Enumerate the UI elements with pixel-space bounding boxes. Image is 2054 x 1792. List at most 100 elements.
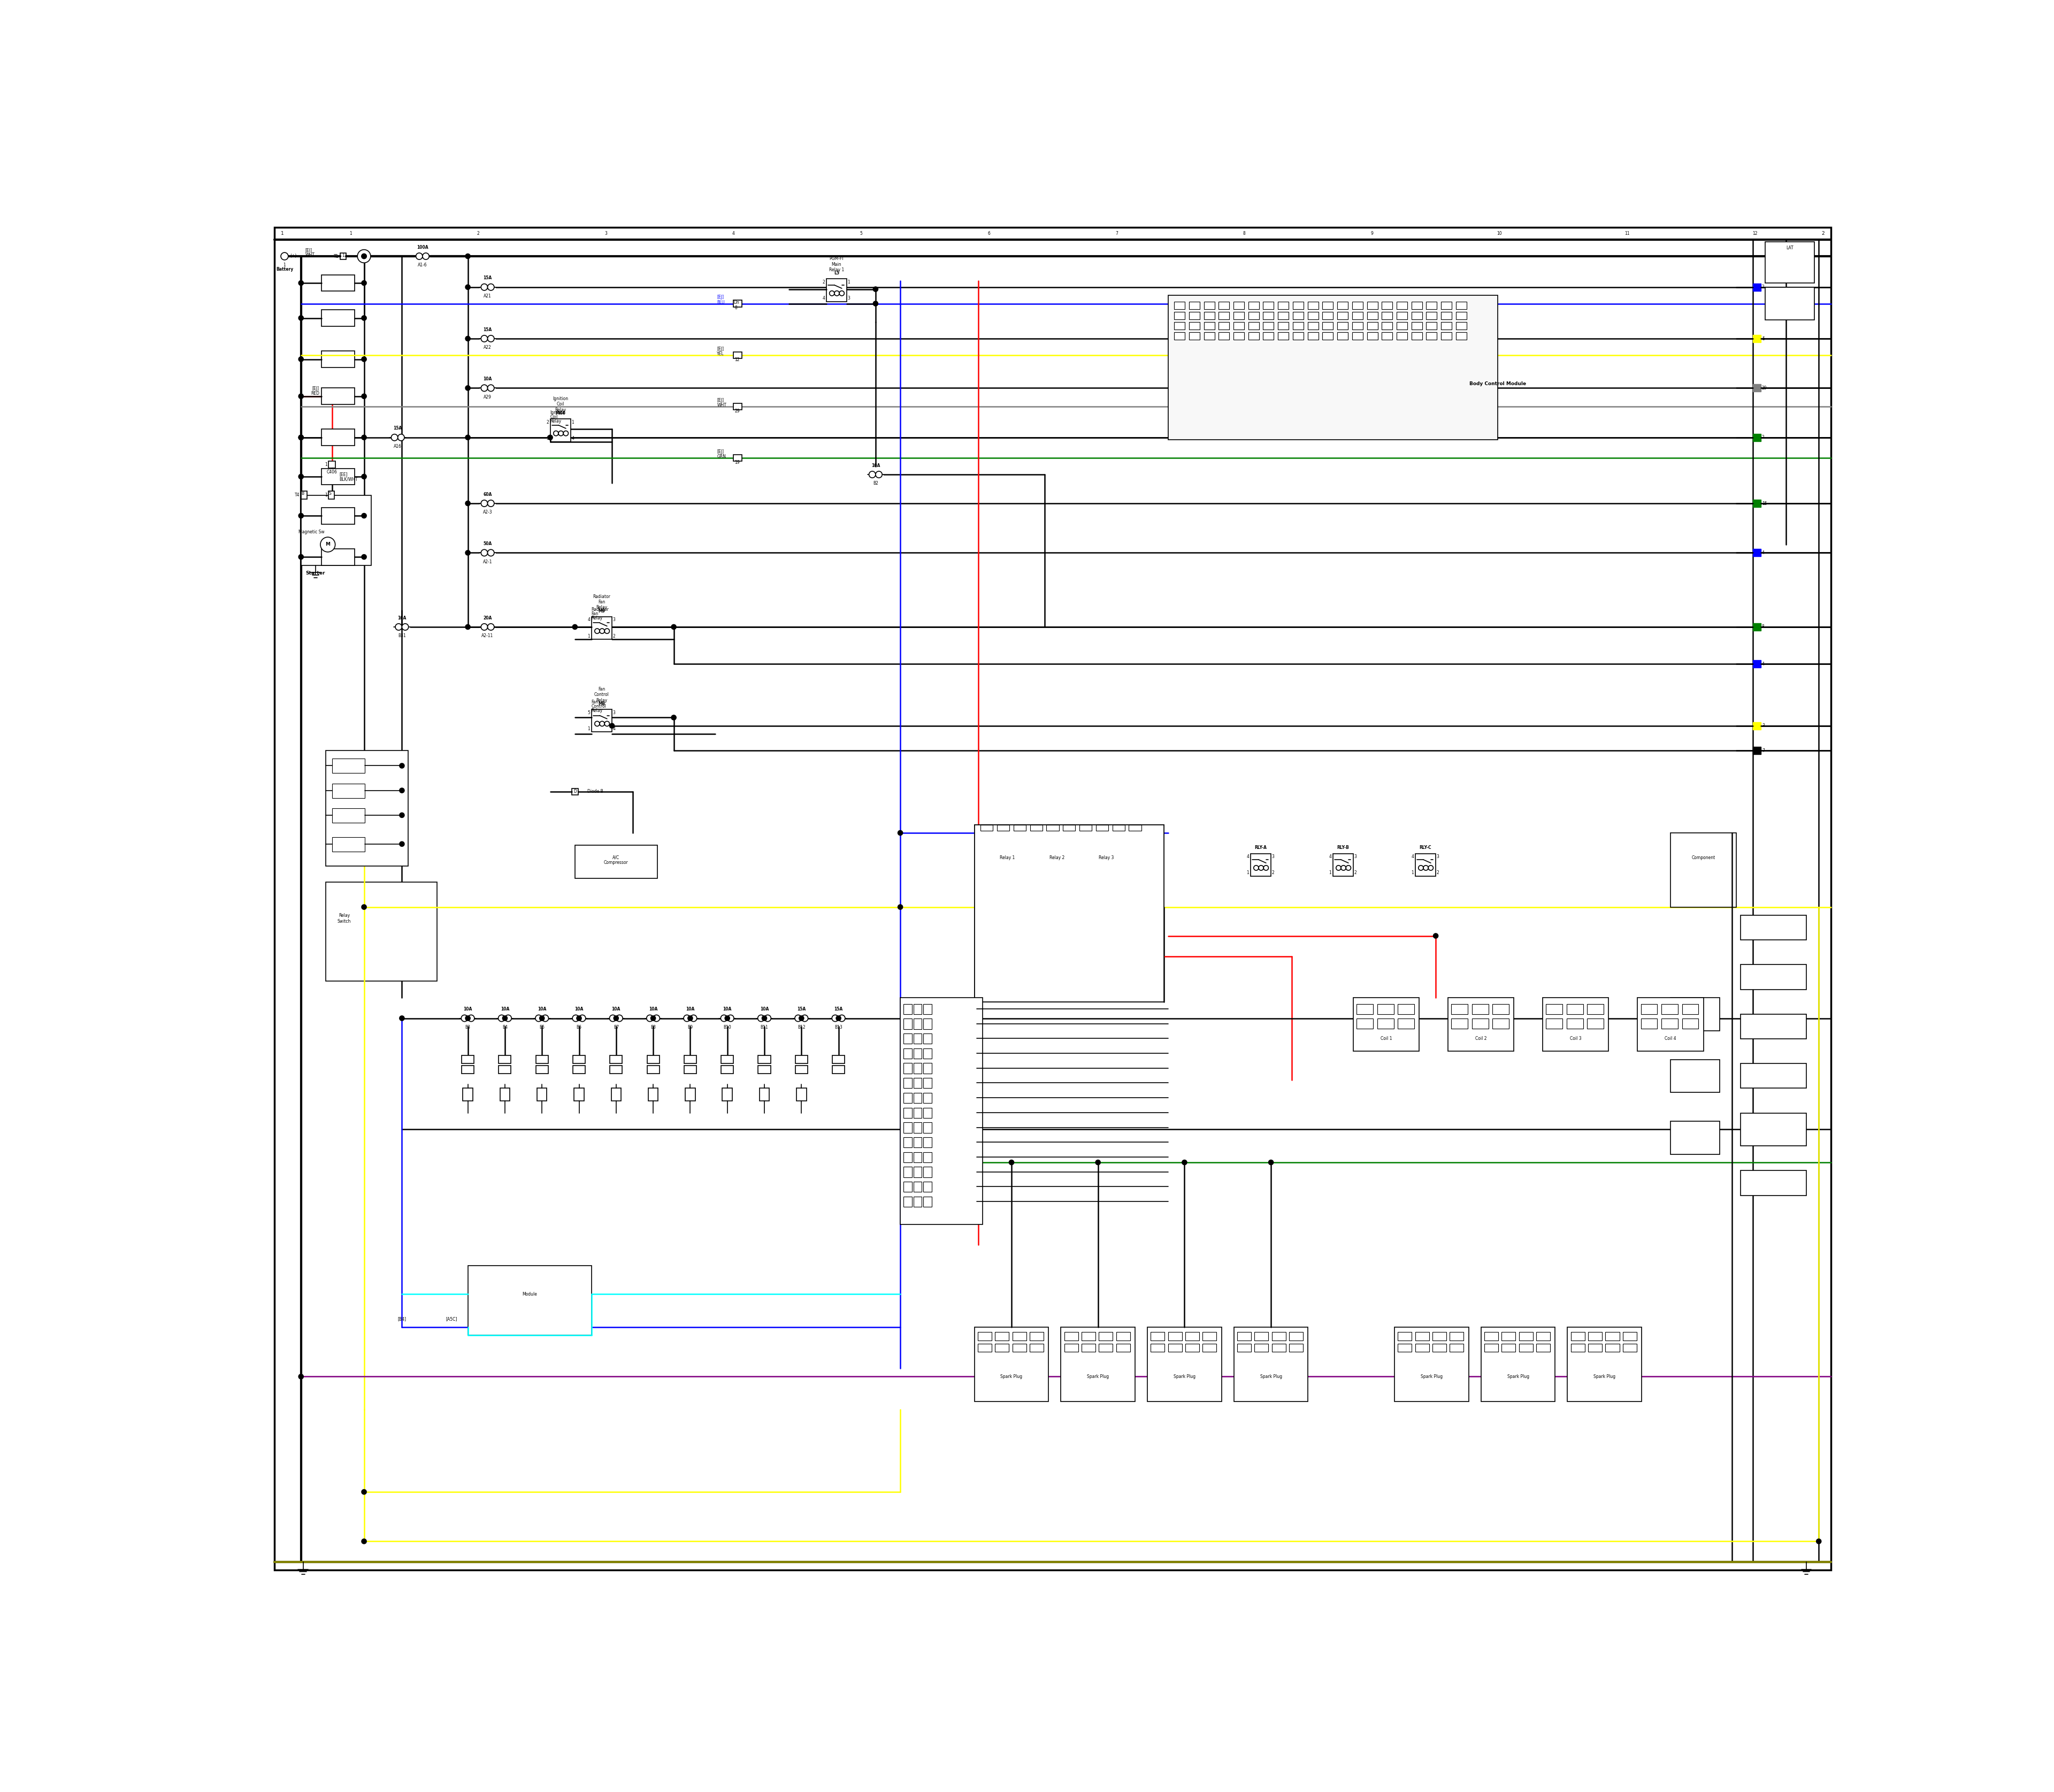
Bar bbox=[924, 1167, 933, 1177]
Text: B8: B8 bbox=[651, 1025, 655, 1030]
Bar bbox=[1571, 1331, 1586, 1340]
Text: 1: 1 bbox=[1247, 871, 1249, 874]
Bar bbox=[1352, 323, 1362, 330]
Bar bbox=[333, 837, 366, 851]
Bar bbox=[1452, 1018, 1469, 1029]
Bar bbox=[1432, 1344, 1446, 1351]
Text: 2: 2 bbox=[612, 634, 616, 638]
Bar bbox=[1501, 1344, 1516, 1351]
Circle shape bbox=[298, 435, 304, 439]
Bar bbox=[329, 491, 335, 500]
Circle shape bbox=[616, 1014, 622, 1021]
Text: Spark Plug: Spark Plug bbox=[1000, 1374, 1023, 1380]
Bar bbox=[904, 1048, 912, 1059]
Circle shape bbox=[362, 281, 366, 285]
Circle shape bbox=[563, 430, 569, 435]
Circle shape bbox=[462, 1014, 468, 1021]
Bar bbox=[573, 1066, 585, 1073]
Circle shape bbox=[481, 335, 487, 342]
Bar bbox=[900, 998, 982, 1224]
Bar bbox=[1323, 301, 1333, 308]
Text: PGM-FI
Main
Relay 1: PGM-FI Main Relay 1 bbox=[830, 256, 844, 272]
Bar bbox=[914, 1034, 922, 1043]
Bar bbox=[1752, 383, 1760, 392]
Circle shape bbox=[548, 435, 553, 439]
Text: 1: 1 bbox=[349, 231, 351, 237]
Bar bbox=[1175, 323, 1185, 330]
Text: Switch: Switch bbox=[337, 919, 351, 925]
Circle shape bbox=[398, 814, 405, 817]
Bar bbox=[610, 1055, 622, 1063]
Text: B4: B4 bbox=[503, 1025, 507, 1030]
Bar bbox=[1290, 1344, 1302, 1351]
Bar bbox=[1013, 1331, 1027, 1340]
Bar bbox=[1382, 323, 1393, 330]
Text: 12: 12 bbox=[1752, 231, 1758, 237]
Bar bbox=[1185, 1344, 1200, 1351]
Bar bbox=[1501, 1331, 1516, 1340]
Bar bbox=[1169, 1344, 1181, 1351]
Text: M8: M8 bbox=[598, 701, 606, 706]
Bar bbox=[322, 507, 355, 523]
Bar bbox=[1606, 1331, 1619, 1340]
Bar bbox=[924, 1079, 933, 1088]
Bar bbox=[1189, 333, 1200, 340]
Circle shape bbox=[398, 763, 405, 769]
Bar bbox=[1234, 333, 1245, 340]
Bar bbox=[1366, 312, 1378, 319]
Circle shape bbox=[553, 430, 559, 435]
Bar bbox=[986, 837, 1027, 894]
Circle shape bbox=[1095, 1159, 1101, 1165]
Bar bbox=[1432, 1331, 1446, 1340]
Text: [EJ]: [EJ] bbox=[717, 450, 723, 455]
Bar bbox=[1249, 333, 1259, 340]
Text: WHT: WHT bbox=[306, 253, 314, 258]
Bar bbox=[1397, 333, 1407, 340]
Bar bbox=[1218, 333, 1230, 340]
Text: Relay 3: Relay 3 bbox=[1099, 855, 1113, 860]
Bar bbox=[1115, 1344, 1130, 1351]
Text: 4: 4 bbox=[731, 231, 735, 237]
Text: 100A: 100A bbox=[417, 246, 429, 249]
Bar bbox=[1399, 1331, 1411, 1340]
Bar bbox=[733, 455, 741, 461]
Circle shape bbox=[298, 554, 304, 559]
Text: Spark Plug: Spark Plug bbox=[1594, 1374, 1616, 1380]
Bar bbox=[573, 1088, 583, 1100]
Bar bbox=[904, 1122, 912, 1133]
Bar bbox=[610, 1066, 622, 1073]
Bar bbox=[1263, 312, 1273, 319]
Bar bbox=[924, 1138, 933, 1147]
Text: 10A: 10A bbox=[483, 376, 493, 382]
Text: 50A: 50A bbox=[483, 541, 493, 547]
Bar bbox=[758, 1066, 770, 1073]
Text: B5: B5 bbox=[540, 1025, 544, 1030]
Circle shape bbox=[481, 550, 487, 556]
Text: 1: 1 bbox=[281, 231, 283, 237]
Bar bbox=[647, 1055, 659, 1063]
Text: Relay 1: Relay 1 bbox=[1000, 855, 1015, 860]
Circle shape bbox=[394, 624, 403, 631]
Text: 4: 4 bbox=[1762, 661, 1764, 667]
Circle shape bbox=[604, 629, 610, 634]
Text: Spark Plug: Spark Plug bbox=[1421, 1374, 1442, 1380]
Circle shape bbox=[836, 1016, 840, 1021]
Circle shape bbox=[466, 1016, 470, 1021]
Circle shape bbox=[466, 624, 470, 629]
Text: B9: B9 bbox=[688, 1025, 692, 1030]
Bar bbox=[1411, 301, 1421, 308]
Text: 8: 8 bbox=[1762, 625, 1764, 629]
Bar bbox=[904, 1079, 912, 1088]
Bar bbox=[1536, 1331, 1551, 1340]
Circle shape bbox=[573, 1014, 579, 1021]
Bar bbox=[924, 1152, 933, 1163]
Bar bbox=[1097, 824, 1109, 831]
Text: B3: B3 bbox=[464, 1025, 470, 1030]
Circle shape bbox=[503, 1016, 507, 1021]
Bar bbox=[499, 1088, 509, 1100]
Circle shape bbox=[1263, 866, 1269, 871]
Bar bbox=[996, 824, 1009, 831]
Bar bbox=[904, 1107, 912, 1118]
Text: 1: 1 bbox=[325, 462, 327, 468]
Bar bbox=[536, 1055, 548, 1063]
